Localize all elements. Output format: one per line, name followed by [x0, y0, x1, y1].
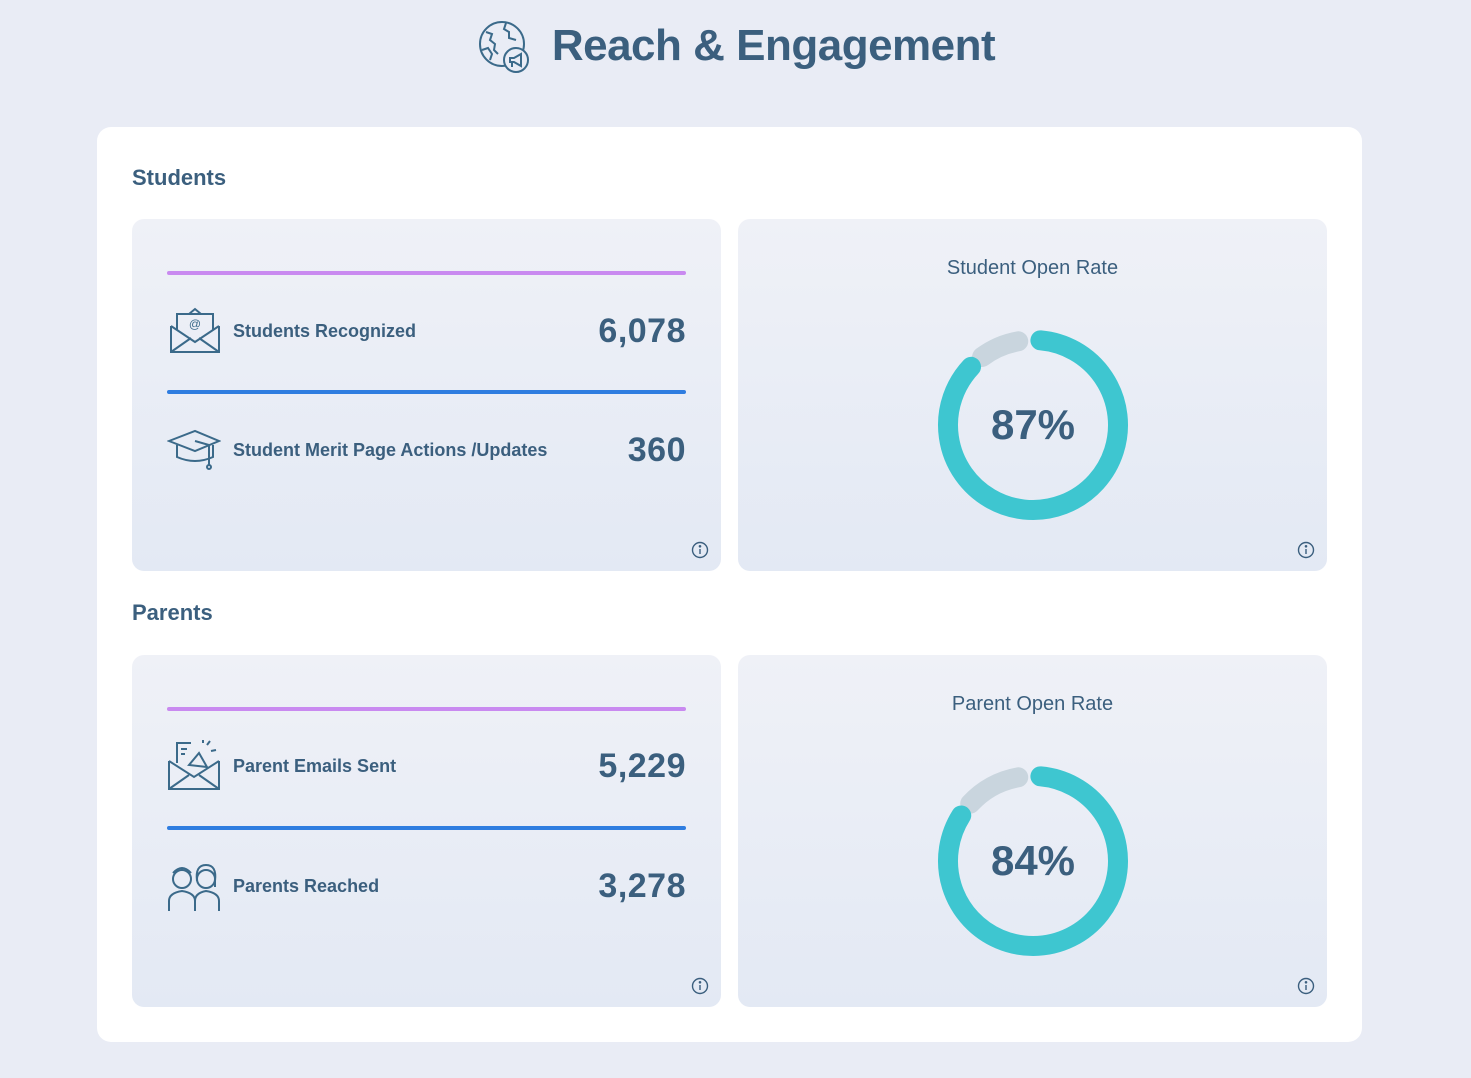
info-icon[interactable] — [1297, 977, 1315, 995]
stat-accent-line — [167, 390, 686, 394]
stat-parents-reached: Parents Reached 3,278 — [167, 859, 686, 913]
info-icon[interactable] — [691, 541, 709, 559]
donut-title: Student Open Rate — [946, 257, 1119, 279]
graduation-cap-icon — [167, 429, 221, 470]
stat-value: 3,278 — [598, 866, 686, 905]
stat-student-merit-actions: Student Merit Page Actions /Updates 360 — [167, 423, 686, 477]
page-header: Reach & Engagement — [0, 18, 1471, 76]
info-icon[interactable] — [1297, 541, 1315, 559]
stat-parent-emails-sent: Parent Emails Sent 5,229 — [167, 739, 686, 793]
section-title-students: Students — [132, 165, 227, 190]
donut-filled-arc — [938, 766, 1128, 956]
donut-title: Parent Open Rate — [951, 693, 1114, 715]
stat-students-recognized: @ Students Recognized 6,078 — [167, 304, 686, 358]
stat-accent-line — [167, 271, 686, 275]
stat-value: 6,078 — [598, 311, 686, 350]
donut-remaining-arc — [972, 331, 1029, 367]
student-open-rate-donut — [938, 330, 1128, 520]
info-icon[interactable] — [691, 977, 709, 995]
globe-megaphone-icon — [478, 21, 529, 73]
parent-open-rate-card: Parent Open Rate 84% — [738, 655, 1327, 1007]
content-panel: Students @ Students Recognized 6,078 — [97, 127, 1362, 1042]
donut-value: 87% — [990, 401, 1076, 448]
student-open-rate-card: Student Open Rate 87% — [738, 219, 1327, 571]
parent-open-rate-donut — [938, 766, 1128, 956]
stat-label: Student Merit Page Actions /Updates — [233, 439, 548, 460]
stat-value: 360 — [627, 430, 686, 469]
donut-value: 84% — [990, 837, 1076, 884]
stat-label: Parents Reached — [233, 875, 380, 896]
stat-accent-line — [167, 707, 686, 711]
section-title-parents: Parents — [132, 600, 213, 625]
stat-accent-line — [167, 826, 686, 830]
stat-label: Students Recognized — [233, 320, 417, 341]
donut-remaining-arc — [960, 767, 1029, 814]
parents-stats-card: Parent Emails Sent 5,229 Parents Reached… — [132, 655, 721, 1007]
students-stats-card: @ Students Recognized 6,078 Student Meri… — [132, 219, 721, 571]
page-title: Reach & Engagement — [551, 21, 996, 70]
stat-label: Parent Emails Sent — [233, 755, 397, 776]
svg-text:@: @ — [189, 317, 201, 331]
email-megaphone-icon — [168, 740, 220, 790]
stat-value: 5,229 — [598, 746, 686, 785]
email-at-icon: @ — [170, 307, 220, 353]
donut-filled-arc — [938, 330, 1128, 520]
parents-icon — [168, 863, 220, 911]
